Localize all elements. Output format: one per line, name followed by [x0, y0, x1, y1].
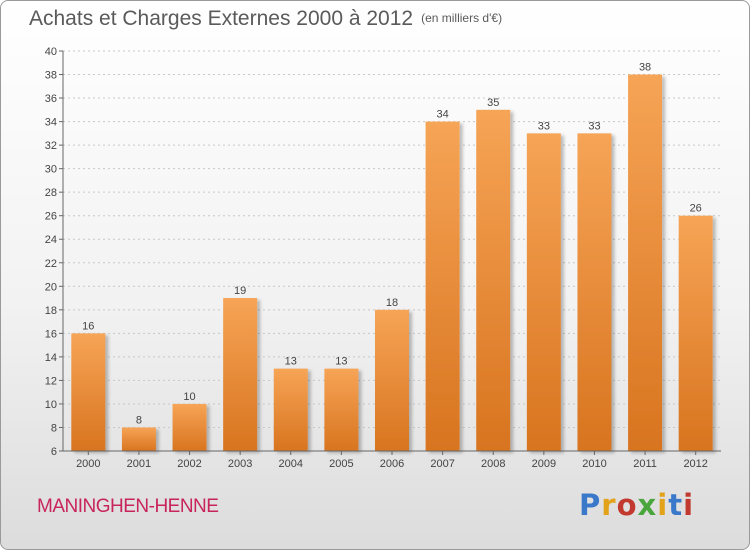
x-tick-label-2010: 2010	[582, 458, 606, 470]
y-tick-label: 32	[45, 140, 57, 152]
y-tick-label: 14	[45, 352, 57, 364]
x-tick-label-2012: 2012	[683, 458, 707, 470]
logo-letter: r	[601, 488, 617, 522]
chart-title-text: Achats et Charges Externes 2000 à 2012	[29, 7, 414, 30]
data-label-2010: 33	[588, 120, 600, 132]
data-label-2008: 35	[487, 97, 499, 109]
y-tick-label: 16	[45, 328, 57, 340]
bar-2001	[121, 427, 156, 451]
bar-2003	[223, 298, 258, 451]
data-label-2012: 26	[690, 203, 702, 215]
bar-2010	[577, 133, 612, 451]
chart-unit: (en milliers d'€)	[421, 11, 503, 25]
data-label-2011: 38	[639, 62, 651, 74]
data-label-2006: 18	[386, 297, 398, 309]
x-tick-label-2005: 2005	[329, 458, 353, 470]
chart-title: Achats et Charges Externes 2000 à 2012 (e…	[29, 7, 502, 31]
x-tick-label-2000: 2000	[76, 458, 100, 470]
y-tick-label: 34	[45, 117, 57, 129]
y-tick-label: 24	[45, 234, 57, 246]
x-tick-label-2011: 2011	[633, 458, 657, 470]
x-tick-label-2001: 2001	[127, 458, 151, 470]
y-tick-label: 8	[51, 422, 57, 434]
bar-2007	[425, 121, 460, 452]
y-tick-label: 12	[45, 375, 57, 387]
y-tick-label: 38	[45, 70, 57, 82]
logo-letter: P	[579, 488, 602, 522]
data-label-2005: 13	[335, 356, 347, 368]
y-tick-label: 20	[45, 281, 57, 293]
data-label-2000: 16	[82, 320, 94, 332]
logo-letter: o	[616, 488, 638, 522]
proxiti-logo[interactable]: Proxiti	[579, 488, 694, 522]
x-tick-label-2002: 2002	[177, 458, 201, 470]
y-tick-label: 40	[45, 46, 57, 58]
y-tick-label: 10	[45, 399, 57, 411]
y-tick-label: 28	[45, 187, 57, 199]
bar-2008	[476, 109, 511, 451]
y-tick-label: 6	[51, 446, 57, 458]
logo-letter: i	[683, 488, 695, 522]
y-tick-label: 30	[45, 164, 57, 176]
bar-2006	[375, 309, 409, 451]
bar-2009	[526, 133, 561, 451]
logo-letter: t	[668, 488, 684, 522]
x-tick-label-2003: 2003	[228, 458, 252, 470]
bar-2000	[71, 333, 106, 451]
commune-name: MANINGHEN-HENNE	[37, 496, 219, 517]
x-tick-label-2007: 2007	[430, 458, 454, 470]
data-label-2001: 8	[136, 414, 142, 426]
bar-2005	[324, 368, 359, 451]
bar-2012	[678, 215, 713, 451]
data-label-2009: 33	[538, 120, 550, 132]
bar-2002	[172, 403, 207, 451]
data-label-2007: 34	[436, 109, 448, 121]
data-label-2004: 13	[285, 356, 297, 368]
x-tick-label-2008: 2008	[481, 458, 505, 470]
data-label-2003: 19	[234, 285, 246, 297]
logo-letter: i	[657, 488, 669, 522]
y-tick-label: 22	[45, 258, 57, 270]
bar-2011	[628, 74, 663, 451]
data-label-2002: 10	[183, 391, 195, 403]
x-tick-label-2006: 2006	[380, 458, 404, 470]
x-tick-label-2004: 2004	[279, 458, 303, 470]
y-tick-label: 26	[45, 211, 57, 223]
bar-2004	[273, 368, 308, 451]
y-tick-label: 36	[45, 93, 57, 105]
y-tick-label: 18	[45, 305, 57, 317]
x-tick-label-2009: 2009	[532, 458, 556, 470]
logo-letter: x	[637, 488, 658, 522]
